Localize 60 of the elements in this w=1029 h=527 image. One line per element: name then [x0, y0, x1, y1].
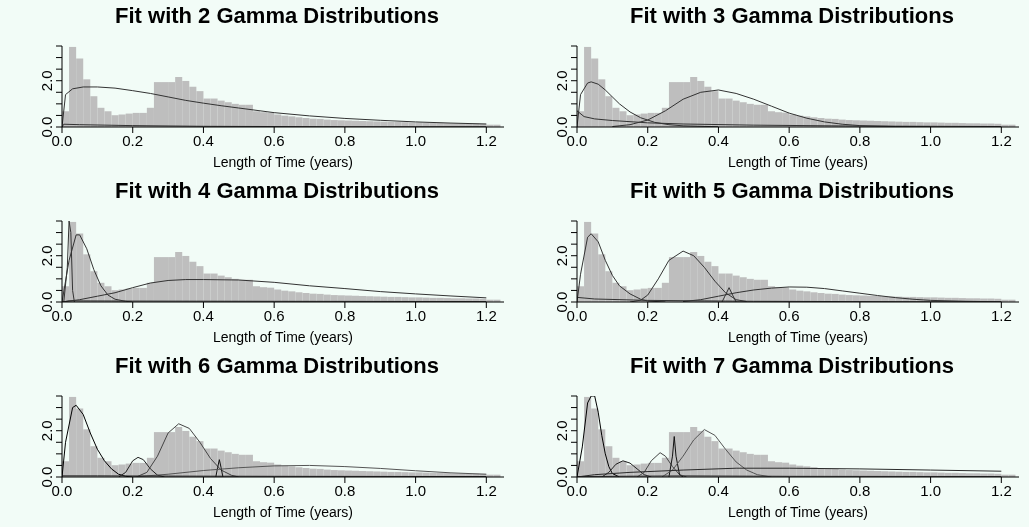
- x-tick-label: 0.6: [263, 306, 285, 324]
- y-tick-label: 2.0: [38, 420, 55, 442]
- x-tick-label: 1.0: [920, 131, 942, 149]
- x-tick-label: 1.2: [990, 481, 1012, 499]
- x-axis-title: Length of Time (years): [212, 154, 354, 170]
- x-tick-label: 1.0: [920, 481, 942, 499]
- x-tick-label: 0.2: [637, 131, 659, 149]
- chart-title: Fit with 4 Gamma Distributions: [114, 177, 440, 205]
- chart-title: Fit with 5 Gamma Distributions: [629, 177, 955, 205]
- x-tick-label: 0.4: [193, 481, 214, 499]
- y-tick-label: 2.0: [553, 420, 570, 442]
- x-tick-label: 0.6: [778, 131, 800, 149]
- x-tick-label: 0.4: [708, 131, 729, 149]
- y-tick-label: 2.0: [38, 70, 55, 92]
- x-tick-label: 1.2: [990, 306, 1012, 324]
- y-tick-label: 2.0: [553, 245, 570, 267]
- chart-title: Fit with 6 Gamma Distributions: [114, 352, 440, 380]
- chart-title: Fit with 2 Gamma Distributions: [114, 2, 440, 30]
- x-tick-label: 0.2: [122, 481, 144, 499]
- x-tick-label: 0.0: [566, 131, 588, 149]
- x-tick-label: 1.2: [475, 131, 497, 149]
- x-tick-label: 0.0: [51, 131, 73, 149]
- x-tick-label: 0.0: [566, 481, 588, 499]
- x-tick-label: 0.0: [51, 481, 73, 499]
- x-tick-label: 0.2: [122, 131, 144, 149]
- x-tick-label: 0.6: [263, 131, 285, 149]
- x-tick-label: 0.8: [849, 131, 871, 149]
- x-tick-label: 0.2: [637, 306, 659, 324]
- x-tick-label: 0.6: [263, 481, 285, 499]
- x-tick-label: 0.8: [334, 481, 356, 499]
- x-tick-label: 1.2: [475, 306, 497, 324]
- x-axis-title: Length of Time (years): [727, 329, 869, 345]
- x-tick-label: 0.6: [778, 306, 800, 324]
- x-tick-label: 1.0: [405, 481, 427, 499]
- x-axis-title: Length of Time (years): [212, 504, 354, 520]
- x-axis-title: Length of Time (years): [727, 154, 869, 170]
- x-tick-label: 0.2: [637, 481, 659, 499]
- x-tick-label: 0.0: [566, 306, 588, 324]
- x-tick-label: 0.6: [778, 481, 800, 499]
- x-tick-label: 0.8: [334, 306, 356, 324]
- x-tick-label: 0.8: [334, 131, 356, 149]
- x-tick-label: 1.0: [405, 131, 427, 149]
- x-axis-title: Length of Time (years): [212, 329, 354, 345]
- x-tick-label: 0.4: [708, 481, 729, 499]
- chart-title: Fit with 7 Gamma Distributions: [629, 352, 955, 380]
- y-tick-label: 2.0: [38, 245, 55, 267]
- x-tick-label: 0.4: [193, 306, 214, 324]
- x-tick-label: 0.8: [849, 481, 871, 499]
- x-tick-label: 0.2: [122, 306, 144, 324]
- x-tick-label: 1.2: [990, 131, 1012, 149]
- x-tick-label: 0.4: [193, 131, 214, 149]
- x-tick-label: 1.0: [920, 306, 942, 324]
- x-tick-label: 0.0: [51, 306, 73, 324]
- x-tick-label: 1.2: [475, 481, 497, 499]
- x-tick-label: 0.4: [708, 306, 729, 324]
- y-tick-label: 2.0: [553, 70, 570, 92]
- chart-title: Fit with 3 Gamma Distributions: [629, 2, 955, 30]
- x-axis-title: Length of Time (years): [727, 504, 869, 520]
- x-tick-label: 1.0: [405, 306, 427, 324]
- x-tick-label: 0.8: [849, 306, 871, 324]
